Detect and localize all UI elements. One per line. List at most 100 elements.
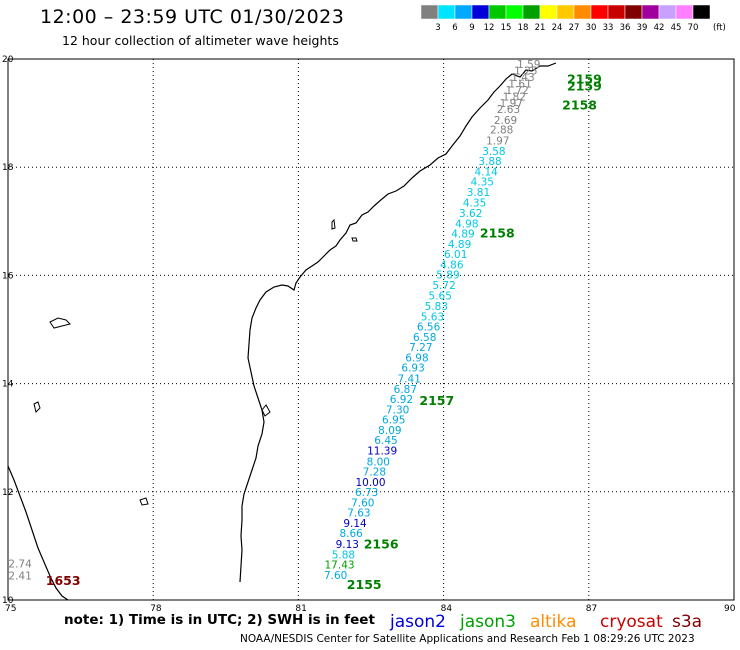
- wave-height-value: 1.43: [511, 72, 534, 84]
- colorbar-swatch: [437, 5, 456, 20]
- wave-height-value: 2.74: [8, 559, 32, 571]
- wave-height-value: 11.39: [367, 445, 397, 457]
- legend-entry-jason3: jason3: [459, 612, 516, 632]
- wave-height-value: 2.63: [497, 104, 520, 116]
- wave-height-value: 7.41: [398, 374, 421, 386]
- wave-height-value: 3.58: [482, 146, 505, 158]
- track-time-label: 1653: [46, 573, 81, 588]
- track-time-label: 2158: [480, 226, 515, 241]
- wave-height-value: 7.60: [351, 497, 374, 509]
- wave-height-value: 4.35: [463, 198, 486, 210]
- wave-height-value: 6.56: [417, 322, 441, 334]
- colorbar-label: 30: [586, 23, 597, 33]
- footer-credit: NOAA/NESDIS Center for Satellite Applica…: [240, 633, 695, 645]
- colorbar-label: 12: [484, 23, 495, 33]
- colorbar-label: 27: [569, 23, 580, 33]
- colorbar-swatch: [539, 5, 558, 20]
- wave-height-value: 7.27: [409, 342, 432, 354]
- wave-height-value: 1.72: [505, 85, 528, 97]
- wave-height-value: 4.98: [455, 218, 478, 230]
- wave-height-value: 6.87: [394, 384, 417, 396]
- wave-height-value: 4.14: [474, 166, 498, 178]
- track-time-label: 2159: [567, 78, 602, 93]
- wave-height-value: 8.00: [367, 456, 390, 468]
- colorbar-swatch: [421, 5, 439, 20]
- island-outline: [33, 401, 41, 413]
- wave-height-value: 4.86: [440, 259, 464, 271]
- colorbar-swatch: [607, 5, 626, 20]
- wave-height-value: 2.41: [8, 570, 31, 582]
- colorbar-label: 9: [469, 23, 474, 33]
- lon-tick-label: 78: [150, 604, 162, 614]
- wave-height-value: 1.82: [503, 92, 526, 104]
- wave-height-value: 2.88: [490, 125, 513, 137]
- wave-height-value: 1.59: [517, 59, 540, 71]
- wave-height-value: 6.58: [413, 332, 436, 344]
- colorbar-label: 70: [688, 23, 699, 33]
- colorbar-label: 42: [654, 23, 665, 33]
- island-outline: [139, 497, 149, 506]
- wave-height-value: 3.62: [459, 208, 482, 220]
- island-outline: [49, 317, 71, 329]
- lat-tick-label: 14: [2, 380, 14, 390]
- lat-tick-label: 10: [2, 596, 14, 606]
- lon-tick-label: 84: [441, 604, 453, 614]
- colorbar-label: 45: [671, 23, 682, 33]
- wave-height-value: 5.89: [436, 270, 459, 282]
- wave-height-value: 9.14: [343, 518, 367, 530]
- track-time-label: 2156: [364, 537, 399, 552]
- wave-height-value: 5.65: [429, 291, 452, 303]
- wave-height-value: 1.61: [508, 79, 531, 91]
- colorbar-swatch: [624, 5, 643, 20]
- wave-height-value: 5.88: [332, 549, 355, 561]
- wave-height-value: 7.60: [324, 570, 347, 582]
- colorbar-swatch: [556, 5, 575, 20]
- wave-height-value: 6.45: [374, 435, 397, 447]
- colorbar-label: 36: [620, 23, 631, 33]
- wave-height-value: 8.66: [339, 528, 363, 540]
- wave-height-value: 6.92: [390, 394, 413, 406]
- colorbar-label: 18: [518, 23, 529, 33]
- lat-tick-label: 16: [2, 271, 14, 281]
- track-time-label: 2159: [567, 71, 602, 86]
- colorbar-label: 39: [637, 23, 648, 33]
- wave-height-value: 5.63: [421, 311, 444, 323]
- colorbar-swatch: [641, 5, 660, 20]
- coastline: [239, 62, 557, 583]
- sri-lanka-coast: [7, 465, 69, 601]
- colorbar-label: 33: [603, 23, 614, 33]
- colorbar-unit: (ft): [713, 23, 726, 33]
- wave-height-value: 3.88: [478, 156, 501, 168]
- wave-height-value: 1.97: [486, 135, 509, 147]
- colorbar-label: 15: [501, 23, 512, 33]
- colorbar-swatch: [488, 5, 507, 20]
- island-outline: [351, 237, 358, 242]
- wave-height-value: 17.43: [325, 560, 355, 572]
- map-grid: [8, 59, 734, 600]
- track-time-label: 2158: [562, 97, 597, 112]
- wave-height-value: 6.95: [382, 415, 405, 427]
- wave-height-value: 9.13: [336, 539, 359, 551]
- colorbar-swatch: [522, 5, 541, 20]
- legend-entry-s3a: s3a: [672, 612, 702, 632]
- wave-height-value: 6.73: [355, 487, 378, 499]
- wave-height-value: 6.93: [401, 363, 424, 375]
- wave-height-value: 7.30: [386, 404, 409, 416]
- wave-height-value: 4.35: [471, 177, 494, 189]
- wave-height-value: 4.89: [451, 229, 474, 241]
- colorbar-label: 6: [452, 23, 457, 33]
- wave-height-value: 4.89: [448, 239, 471, 251]
- track-time-label: 2155: [347, 577, 382, 592]
- colorbar-swatch: [505, 5, 524, 20]
- wave-height-value: 1.97: [500, 98, 523, 110]
- lon-tick-label: 90: [724, 604, 736, 614]
- colorbar-swatch: [692, 5, 711, 20]
- island-outline: [261, 404, 271, 417]
- note-label: note: 1) Time is in UTC; 2) SWH is in fe…: [64, 612, 375, 628]
- observations-layer: 1.591.251.431.611.721.821.972.632.692.88…: [8, 59, 540, 582]
- colorbar-label: 3: [435, 23, 440, 33]
- lat-tick-label: 20: [2, 55, 14, 65]
- map-frame: [7, 58, 735, 601]
